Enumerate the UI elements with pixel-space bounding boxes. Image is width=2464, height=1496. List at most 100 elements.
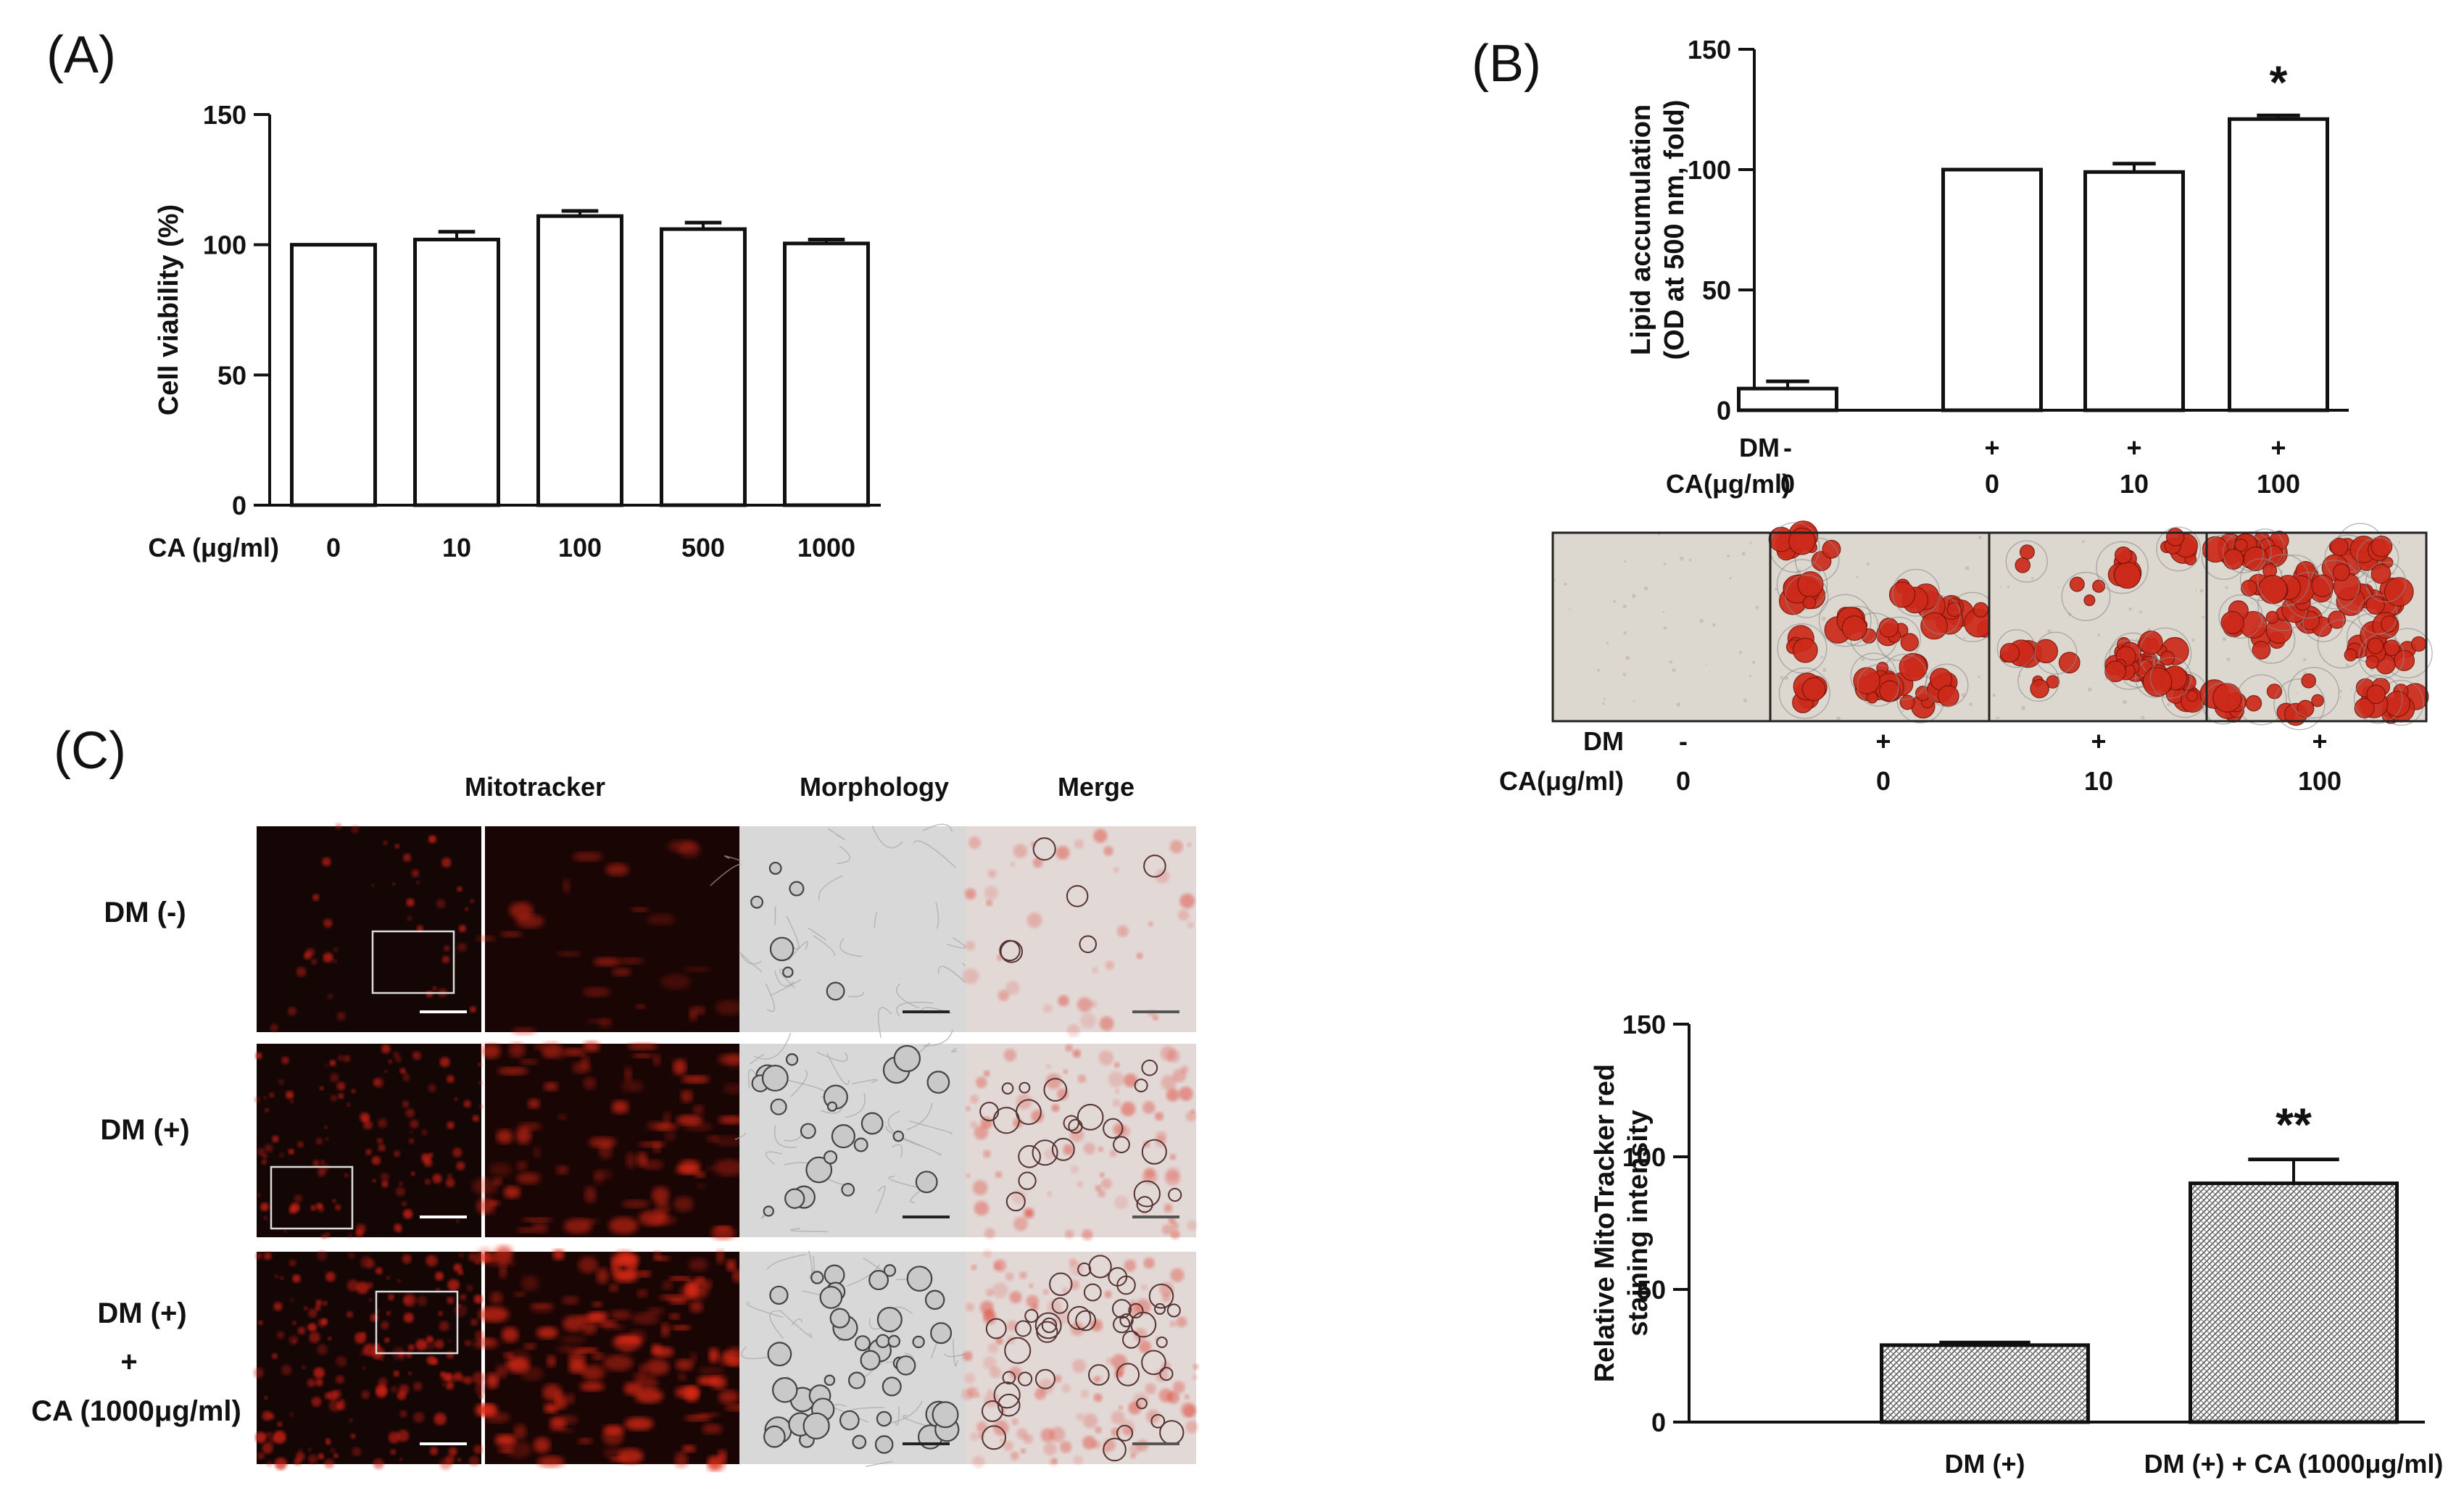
lipid-vesicle — [771, 1376, 798, 1403]
merge-vesicle — [1128, 1302, 1144, 1319]
merge-signal — [976, 1076, 987, 1089]
mito-signal — [402, 1254, 412, 1264]
debris-speck — [2222, 636, 2227, 641]
merge-signal — [1114, 1195, 1129, 1210]
mito-signal — [265, 1108, 270, 1113]
mito-signal — [324, 1063, 328, 1068]
mito-network — [642, 1160, 663, 1170]
debris-speck — [2195, 589, 2197, 591]
merge-vesicle — [1034, 1368, 1056, 1389]
debris-speck — [2021, 705, 2026, 710]
merge-vesicle — [1143, 855, 1166, 878]
mito-network — [551, 1415, 578, 1425]
merge-vesicle — [979, 1102, 1000, 1122]
mito-signal — [315, 1305, 321, 1311]
mito-signal — [371, 1156, 381, 1165]
header-mitotracker: Mitotracker — [465, 772, 605, 802]
debris-speck — [1992, 694, 1996, 697]
cell-edge — [908, 1120, 953, 1134]
merge-signal — [1170, 1268, 1185, 1282]
merge-vesicle — [1111, 1299, 1132, 1319]
lipid-droplet — [1999, 643, 2020, 663]
merge-signal — [1190, 1109, 1195, 1114]
panel-label-b: (B) — [1472, 35, 1541, 93]
merge-signal — [995, 1337, 1003, 1345]
x-dm-value: + — [1984, 433, 1999, 462]
oil-ca-value: 0 — [1876, 766, 1891, 796]
mito-signal — [255, 1052, 262, 1060]
merge-vesicle — [1051, 1137, 1075, 1161]
mito-signal — [328, 1337, 332, 1341]
mito-network — [476, 936, 495, 942]
merge-signal — [1128, 1302, 1142, 1316]
lipid-droplet — [2030, 678, 2049, 699]
mito-network — [486, 1373, 499, 1389]
debris-speck — [1996, 716, 1999, 720]
debris-speck — [1836, 716, 1841, 721]
mito-network — [603, 1424, 624, 1435]
merge-signal — [1045, 1063, 1052, 1069]
mito-network — [501, 1326, 519, 1342]
oil-red-micrograph-strip — [1551, 520, 2433, 731]
merge-signal — [1071, 1359, 1087, 1374]
y-tick-label: 150 — [203, 100, 246, 130]
mito-network — [692, 1105, 705, 1115]
mito-network — [508, 1042, 526, 1058]
lipid-vesicle — [847, 1371, 866, 1389]
mito-signal — [315, 1137, 323, 1145]
mito-signal — [266, 1460, 273, 1467]
y-tick-label: 0 — [1651, 1408, 1666, 1437]
bar — [1737, 386, 1838, 412]
mito-network — [520, 1275, 539, 1292]
merge-signal — [1145, 1383, 1156, 1395]
merge-signal — [964, 888, 976, 899]
lipid-vesicle — [768, 861, 782, 875]
debris-speck — [1622, 673, 1627, 677]
lipid-droplet — [2365, 595, 2385, 615]
mito-signal — [399, 1181, 403, 1186]
debris-speck — [1817, 570, 1821, 574]
mito-network — [499, 1262, 507, 1279]
mito-signal — [383, 1069, 388, 1073]
mito-signal — [262, 1153, 267, 1159]
mito-network — [680, 1089, 693, 1103]
merge-signal — [1011, 1189, 1026, 1205]
merge-vesicle — [1077, 1103, 1104, 1131]
debris-speck — [1669, 660, 1673, 664]
merge-signal — [1178, 909, 1190, 921]
mito-signal — [304, 1306, 308, 1310]
mito-signal — [393, 1370, 399, 1377]
cell-edge — [790, 1228, 828, 1232]
merge-signal — [1138, 1340, 1151, 1353]
mito-network — [544, 1403, 559, 1413]
merge-signal — [1026, 913, 1042, 928]
merge-vesicle — [1015, 1320, 1032, 1337]
mito-signal — [289, 1335, 299, 1345]
lipid-vesicle — [874, 1435, 894, 1454]
debris-speck — [2398, 541, 2401, 544]
mito-signal — [387, 1294, 394, 1301]
merge-signal — [997, 989, 1010, 1002]
mito-signal — [428, 1084, 436, 1092]
lipid-vesicle — [893, 1044, 921, 1073]
mito-network — [563, 878, 571, 894]
debris-speck — [2007, 585, 2010, 589]
lipid-vesicle — [906, 1266, 933, 1292]
debris-speck — [1672, 668, 1676, 673]
mito-signal — [325, 1137, 329, 1141]
mito-signal — [356, 1281, 369, 1295]
mito-signal — [275, 1274, 278, 1279]
merge-signal — [1180, 1402, 1196, 1418]
mito-signal — [272, 1135, 279, 1143]
mito-network — [639, 1363, 647, 1376]
mito-signal — [330, 1073, 339, 1083]
mito-network — [694, 1171, 706, 1178]
mito-network — [675, 1359, 694, 1371]
mito-network — [572, 1061, 591, 1074]
merge-signal — [1025, 1210, 1033, 1217]
mito-network — [533, 1147, 541, 1158]
x-dm-label: DM — [1739, 433, 1780, 462]
merge-signal — [1111, 1410, 1125, 1425]
inset-box — [375, 1290, 459, 1355]
lipid-vesicle — [854, 1335, 871, 1352]
